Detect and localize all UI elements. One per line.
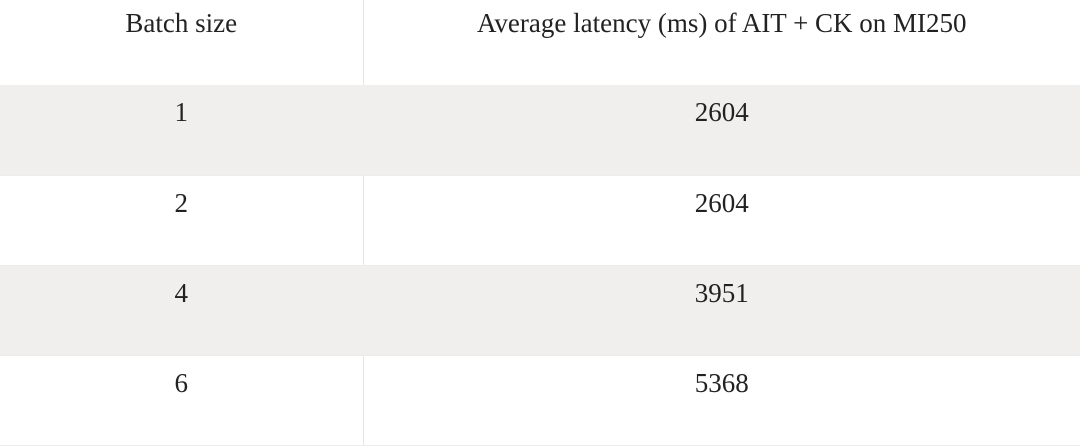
batch-size-cell: 6 <box>0 355 364 446</box>
latency-cell: 2604 <box>363 85 1080 176</box>
batch-size-cell: 2 <box>0 175 364 266</box>
header-average-latency: Average latency (ms) of AIT + CK on MI25… <box>476 8 967 38</box>
batch-size-cell: 1 <box>0 85 364 176</box>
table-row: 4 3951 <box>0 265 1080 356</box>
latency-cell: 2604 <box>363 175 1080 266</box>
table-row: 2 2604 <box>0 175 1080 266</box>
table-header-row: Batch size Average latency (ms) of AIT +… <box>0 0 1080 85</box>
latency-cell: 5368 <box>363 355 1080 446</box>
table-row: 1 2604 <box>0 85 1080 176</box>
header-batch-size: Batch size <box>0 0 364 85</box>
batch-size-cell: 4 <box>0 265 364 356</box>
latency-cell: 3951 <box>363 265 1080 356</box>
table-row: 6 5368 <box>0 355 1080 446</box>
